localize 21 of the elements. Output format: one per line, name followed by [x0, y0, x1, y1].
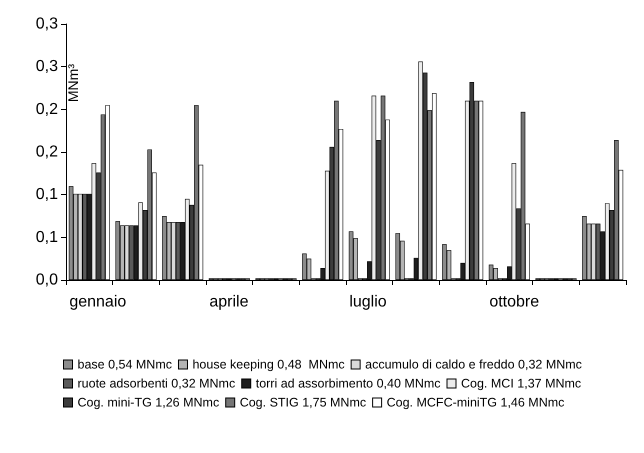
legend-label: Cog. STIG 1,75 MNmc: [240, 396, 366, 410]
y-tick-label: 0,1: [36, 186, 58, 204]
legend-label: base 0,54 MNmc: [78, 358, 172, 372]
y-tick-label: 0,2: [36, 144, 58, 160]
y-tick-label: 0,3: [36, 16, 58, 32]
legend-label: Cog. mini-TG 1,26 MNmc: [78, 396, 220, 410]
y-tick-label: 0,2: [36, 100, 58, 118]
legend-label: ruote adsorbenti 0,32 MNmc: [78, 376, 236, 390]
legend-label: torri ad assorbimento 0,40 MNmc: [256, 376, 441, 390]
legend-label: Cog. MCI 1,37 MNmc: [461, 376, 582, 390]
legend-label: accumulo di caldo e freddo 0,32 MNmc: [365, 358, 582, 372]
x-tick-label: luglio: [349, 294, 387, 310]
y-tick-label: 0,3: [36, 58, 58, 76]
x-tick-label: aprile: [209, 294, 249, 310]
legend-label: Cog. MCFC-miniTG 1,46 MNmc: [386, 396, 564, 410]
x-tick-label: gennaio: [69, 294, 126, 310]
y-tick-label: 0,1: [36, 228, 58, 246]
x-tick-label: ottobre: [489, 294, 540, 310]
legend-label: house keeping 0,48 MNmc: [192, 358, 345, 372]
y-tick-label: 0,0: [36, 272, 58, 288]
y-axis-title: MNm³: [65, 64, 81, 102]
